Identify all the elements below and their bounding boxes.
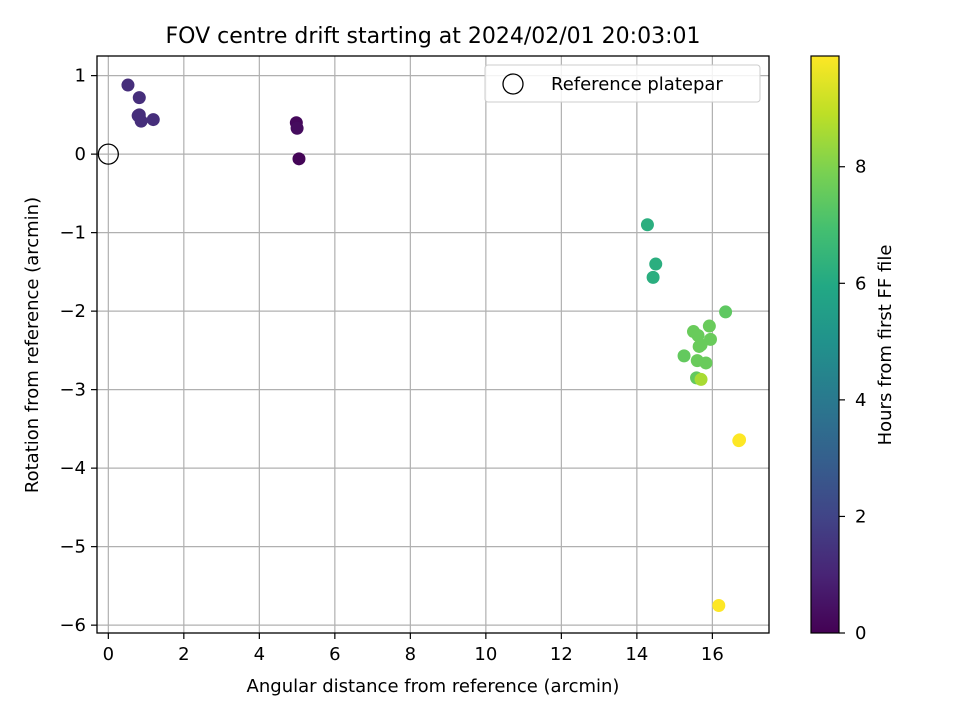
data-point [121, 78, 135, 92]
legend: Reference platepar [484, 64, 761, 103]
reference-platepar-point [97, 143, 119, 165]
x-tick-label: 10 [474, 644, 497, 665]
data-point [649, 257, 663, 271]
y-tick-label: −1 [59, 223, 86, 244]
y-tick-label: −5 [59, 537, 86, 558]
legend-open-circle-icon [502, 73, 524, 95]
y-tick-label: −3 [59, 380, 86, 401]
data-point [719, 305, 733, 319]
x-tick-label: 12 [550, 644, 573, 665]
legend-box [484, 64, 761, 103]
y-axis-ticks: 1 0 −1 −2 −3 −4 −5 −6 [59, 66, 97, 636]
grid-lines [97, 56, 769, 633]
data-point [646, 270, 660, 284]
data-point [132, 91, 146, 105]
data-point [694, 372, 708, 386]
x-tick-label: 8 [405, 644, 416, 665]
data-point [702, 319, 716, 333]
y-tick-label: −6 [59, 615, 86, 636]
x-tick-label: 4 [254, 644, 265, 665]
chart-title: FOV centre drift starting at 2024/02/01 … [166, 24, 701, 49]
data-point [146, 113, 160, 127]
colorbar-label: Hours from first FF file [875, 245, 896, 446]
x-tick-label: 2 [178, 644, 189, 665]
colorbar-tick-label: 4 [855, 390, 866, 411]
data-point [640, 218, 654, 232]
x-axis-ticks: 0 2 4 6 8 10 12 14 16 [103, 633, 724, 665]
y-axis-label: Rotation from reference (arcmin) [22, 197, 43, 493]
legend-label: Reference platepar [551, 74, 723, 95]
x-tick-label: 14 [625, 644, 648, 665]
data-point [712, 599, 726, 613]
x-axis-label: Angular distance from reference (arcmin) [247, 676, 620, 697]
data-point [703, 332, 717, 346]
x-tick-label: 6 [329, 644, 340, 665]
colorbar-tick-label: 0 [855, 623, 866, 644]
data-point [732, 434, 746, 448]
data-point [131, 109, 145, 123]
x-tick-label: 0 [103, 644, 114, 665]
y-tick-label: −2 [59, 301, 86, 322]
y-tick-label: 0 [75, 144, 86, 165]
y-tick-label: −4 [59, 458, 86, 479]
data-point [699, 356, 713, 370]
colorbar-tick-label: 2 [855, 506, 866, 527]
data-point [677, 349, 691, 363]
data-points [121, 78, 747, 613]
colorbar-tick-label: 6 [855, 273, 866, 294]
x-tick-label: 16 [701, 644, 724, 665]
y-tick-label: 1 [75, 66, 86, 87]
data-point [694, 338, 708, 352]
reference-marker [97, 143, 119, 165]
colorbar-ticks: 0 2 4 6 8 [839, 157, 866, 644]
colorbar-tick-label: 8 [855, 157, 866, 178]
colorbar [810, 55, 840, 634]
data-point [290, 121, 304, 135]
plot-frame [96, 55, 770, 634]
data-point [292, 152, 306, 166]
